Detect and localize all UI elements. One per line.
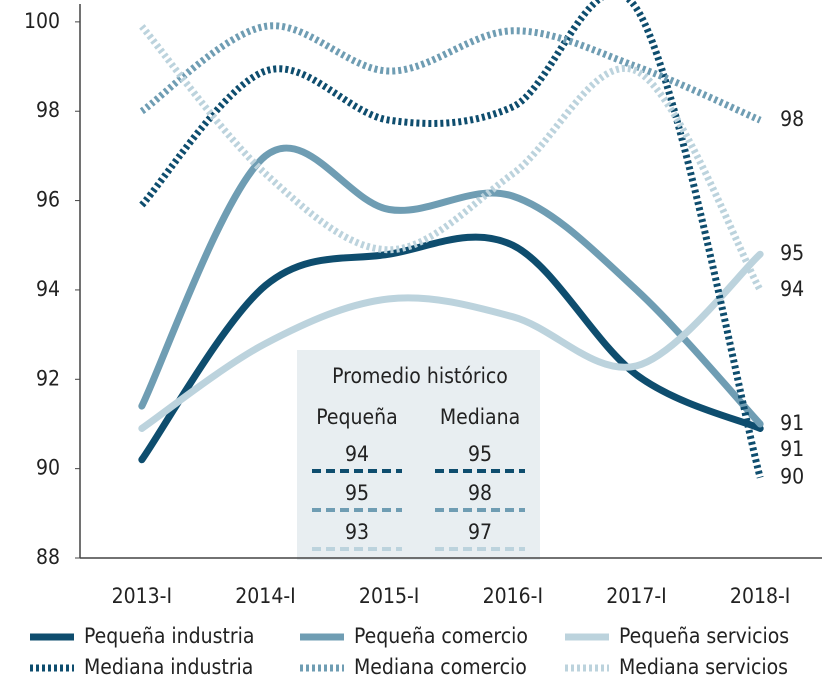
x-tick-label: 2013-I	[112, 584, 172, 608]
y-tick-label: 98	[36, 98, 60, 122]
line-series	[139, 0, 764, 479]
inset-cell: 95	[345, 481, 369, 505]
legend-label: Mediana servicios	[619, 655, 788, 679]
end-label: 94	[780, 277, 804, 301]
end-label: 91	[780, 437, 804, 461]
y-tick-label: 88	[36, 545, 60, 569]
line-series	[138, 250, 764, 432]
x-tick-label: 2015-I	[359, 584, 419, 608]
legend-label: Pequeña industria	[84, 624, 254, 648]
line-series	[138, 233, 764, 464]
x-tick-label: 2014-I	[235, 584, 295, 608]
line-series	[139, 24, 764, 292]
y-tick-label: 94	[36, 277, 60, 301]
inset-title: Promedio histórico	[332, 364, 508, 388]
line-series	[138, 144, 764, 428]
inset-box	[297, 350, 540, 560]
inset-cell: 94	[345, 442, 369, 466]
legend-label: Mediana comercio	[354, 655, 527, 679]
inset-header: Pequeña	[316, 405, 397, 429]
x-tick-label: 2018-I	[730, 584, 790, 608]
inset-cell: 98	[468, 481, 492, 505]
y-tick-label: 90	[36, 456, 60, 480]
x-tick-label: 2016-I	[483, 584, 543, 608]
x-tick-label: 2017-I	[606, 584, 666, 608]
y-tick-label: 92	[36, 366, 60, 390]
inset-cell: 97	[468, 520, 492, 544]
legend-label: Pequeña servicios	[619, 624, 789, 648]
y-tick-label: 100	[24, 9, 60, 33]
inset-header: Mediana	[440, 405, 520, 429]
legend-label: Pequeña comercio	[354, 624, 528, 648]
end-label: 98	[780, 107, 804, 131]
end-label: 90	[780, 465, 804, 489]
line-series	[139, 22, 762, 124]
end-label: 95	[780, 241, 804, 265]
y-tick-label: 96	[36, 188, 60, 212]
inset-cell: 93	[345, 520, 369, 544]
inset-cell: 95	[468, 442, 492, 466]
legend-label: Mediana industria	[84, 655, 253, 679]
end-label: 91	[780, 411, 804, 435]
